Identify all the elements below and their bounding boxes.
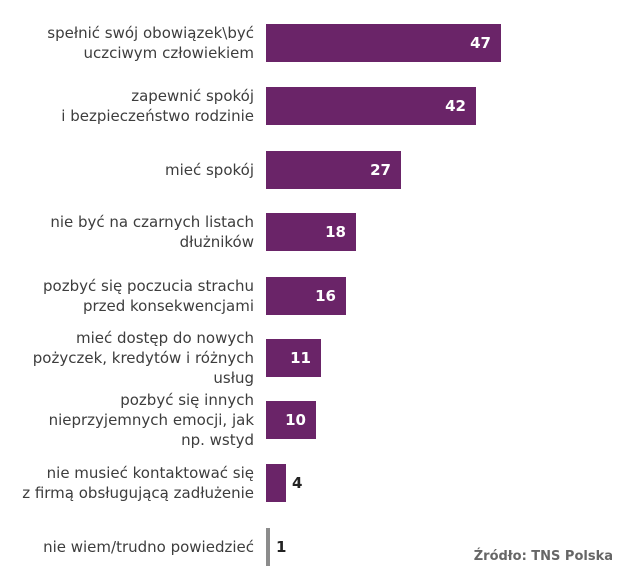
category-label-line: nie musieć kontaktować się xyxy=(47,464,254,482)
category-label: pozbyć się poczucia strachu przed konsekw… xyxy=(43,277,254,315)
bar xyxy=(266,339,321,377)
category-label: spełnić swój obowiązek\być uczciwym człow… xyxy=(47,24,254,62)
category-label-line: nieprzyjemnych emocji, jak xyxy=(49,411,255,429)
category-label-line: dłużników xyxy=(180,233,254,251)
category-label-line: mieć spokój xyxy=(165,161,254,179)
category-label-line: pozbyć się poczucia strachu xyxy=(43,277,254,295)
bar xyxy=(266,401,316,439)
category-label-line: uczciwym człowiekiem xyxy=(84,44,255,62)
bar xyxy=(266,277,346,315)
category-label: nie wiem/trudno powiedzieć xyxy=(43,538,254,556)
category-label: nie być na czarnych listach dłużników xyxy=(50,213,254,251)
bar xyxy=(266,87,476,125)
category-label-line: i bezpieczeństwo rodzinie xyxy=(61,107,254,125)
category-label-line: pozbyć się innych xyxy=(120,391,254,409)
value-label: 27 xyxy=(370,161,391,179)
category-label-line: z firmą obsługującą zadłużenie xyxy=(22,484,254,502)
bar xyxy=(266,213,356,251)
bar xyxy=(266,151,401,189)
category-label: zapewnić spokój i bezpieczeństwo rodzinie xyxy=(61,87,254,125)
category-label: mieć dostęp do nowych pożyczek, kredytów … xyxy=(33,329,254,387)
category-label: mieć spokój xyxy=(165,161,254,179)
bars-group xyxy=(266,24,501,566)
category-label-line: nie być na czarnych listach xyxy=(50,213,254,231)
category-label-line: przed konsekwencjami xyxy=(83,297,254,315)
category-label-line: nie wiem/trudno powiedzieć xyxy=(43,538,254,556)
category-label: pozbyć się innych nieprzyjemnych emocji, … xyxy=(49,391,255,449)
value-label: 47 xyxy=(470,34,491,52)
bar xyxy=(266,464,286,502)
category-labels-group: spełnić swój obowiązek\być uczciwym człow… xyxy=(22,24,254,556)
value-label: 11 xyxy=(290,349,311,367)
category-label: nie musieć kontaktować się z firmą obsług… xyxy=(22,464,254,502)
value-label: 1 xyxy=(276,538,286,556)
value-label: 42 xyxy=(445,97,466,115)
category-label-line: mieć dostęp do nowych xyxy=(76,329,254,347)
value-label: 18 xyxy=(325,223,346,241)
bar xyxy=(266,24,501,62)
category-label-line: usług xyxy=(213,369,254,387)
source-note: Źródło: TNS Polska xyxy=(474,548,613,564)
value-label: 16 xyxy=(315,287,336,305)
bar xyxy=(266,528,270,566)
value-label: 4 xyxy=(292,474,302,492)
category-label-line: pożyczek, kredytów i różnych xyxy=(33,349,254,367)
category-label-line: zapewnić spokój xyxy=(131,87,254,105)
category-label-line: spełnić swój obowiązek\być xyxy=(47,24,254,42)
category-label-line: np. wstyd xyxy=(181,431,254,449)
value-labels-group: 47 42 27 18 16 11 10 4 1 xyxy=(276,34,491,556)
value-label: 10 xyxy=(285,411,306,429)
